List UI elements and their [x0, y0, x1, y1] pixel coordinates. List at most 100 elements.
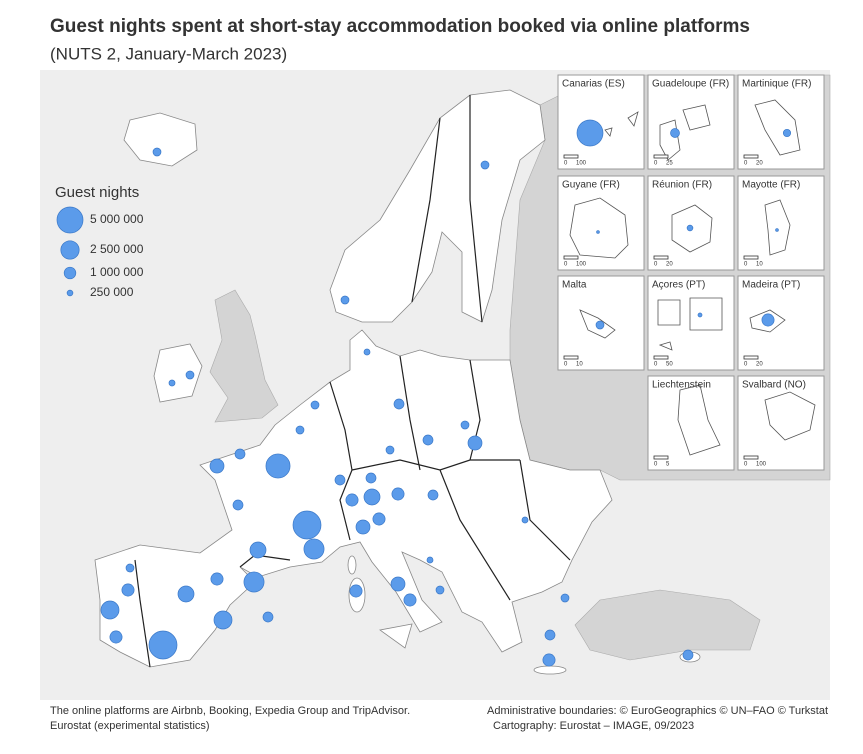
legend-bubble	[66, 289, 74, 297]
scale-label: 25	[666, 161, 673, 167]
uk	[209, 289, 279, 423]
inset-bubble	[670, 128, 680, 138]
inset-label: Guyane (FR)	[562, 180, 620, 191]
legend-bubble	[60, 240, 80, 260]
region-bubble	[177, 585, 195, 603]
subtitle: (NUTS 2, January-March 2023)	[50, 44, 287, 63]
region-bubble	[390, 576, 406, 592]
region-bubble	[125, 563, 135, 573]
sicily	[379, 623, 413, 649]
ireland	[153, 343, 203, 403]
scale-label: 100	[576, 161, 587, 167]
inset-bubble	[761, 313, 775, 327]
scale-bar	[653, 154, 669, 159]
region-bubble	[210, 572, 224, 586]
scale-label: 20	[756, 161, 763, 167]
legend-label: 1 000 000	[90, 265, 144, 279]
region-bubble	[427, 489, 439, 501]
region-bubble	[234, 448, 246, 460]
region-bubble	[121, 583, 135, 597]
inset-bubble	[782, 128, 792, 138]
region-bubble	[355, 519, 371, 535]
inset-shape	[764, 199, 791, 256]
region-bubble	[391, 487, 405, 501]
scale-label: 0	[564, 362, 568, 368]
inset-shape	[569, 197, 629, 259]
legend-label: 2 500 000	[90, 242, 144, 256]
scale-bar	[653, 455, 669, 460]
legend: Guest nights	[55, 184, 139, 201]
scale-label: 0	[564, 161, 568, 167]
inset-label: Martinique (FR)	[742, 79, 811, 90]
inset-bubble	[775, 228, 779, 232]
inset-shape	[604, 111, 639, 137]
scale-bar	[563, 355, 579, 360]
scandinavia	[329, 89, 546, 323]
region-bubble	[249, 541, 267, 559]
scale-bar	[563, 154, 579, 159]
footnote: Administrative boundaries: © EuroGeograp…	[487, 705, 828, 717]
region-bubble	[265, 453, 291, 479]
scale-bar	[743, 255, 759, 260]
region-bubble	[542, 653, 556, 667]
region-bubble	[243, 571, 265, 593]
region-bubble	[435, 585, 445, 595]
region-bubble	[232, 499, 244, 511]
scale-bar	[743, 455, 759, 460]
footnote: Eurostat (experimental statistics)	[50, 720, 210, 732]
inset-shape	[677, 384, 721, 456]
scale-label: 20	[756, 362, 763, 368]
scale-label: 0	[744, 161, 748, 167]
scale-bar	[743, 355, 759, 360]
region-bubble	[168, 379, 176, 387]
footnote: The online platforms are Airbnb, Booking…	[50, 705, 410, 717]
corsica	[347, 555, 357, 575]
region-bubble	[152, 147, 162, 157]
scale-label: 10	[576, 362, 583, 368]
region-bubble	[426, 556, 434, 564]
inset-shape	[764, 391, 816, 441]
region-bubble	[303, 538, 325, 560]
inset-label: Liechtenstein	[652, 380, 711, 391]
inset-shape	[754, 99, 801, 156]
footnote: Cartography: Eurostat – IMAGE, 09/2023	[493, 720, 694, 732]
region-bubble	[109, 630, 123, 644]
crete	[533, 665, 567, 675]
scale-label: 50	[666, 362, 673, 368]
region-bubble	[262, 611, 274, 623]
scale-label: 100	[756, 462, 767, 468]
inset-shape	[657, 297, 723, 351]
scale-label: 0	[654, 161, 658, 167]
region-bubble	[148, 630, 178, 660]
legend-label: 250 000	[90, 285, 134, 299]
region-bubble	[385, 445, 395, 455]
legend-bubble	[56, 206, 84, 234]
inset-bubble	[595, 320, 605, 330]
region-bubble	[100, 600, 120, 620]
inset-label: Canarias (ES)	[562, 79, 625, 90]
inset-label: Mayotte (FR)	[742, 180, 800, 191]
inset-label: Madeira (PT)	[742, 280, 800, 291]
region-bubble	[340, 295, 350, 305]
region-bubble	[295, 425, 305, 435]
turkey	[574, 589, 761, 661]
region-bubble	[363, 348, 371, 356]
inset-bubble	[686, 224, 694, 232]
scale-bar	[563, 255, 579, 260]
region-bubble	[185, 370, 195, 380]
legend-label: 5 000 000	[90, 212, 144, 226]
region-bubble	[334, 474, 346, 486]
inset-label: Svalbard (NO)	[742, 380, 806, 391]
scale-bar	[653, 255, 669, 260]
title: Guest nights spent at short-stay accommo…	[50, 16, 750, 37]
inset-label: Guadeloupe (FR)	[652, 79, 729, 90]
legend-bubble	[63, 266, 77, 280]
region-bubble	[682, 649, 694, 661]
scale-label: 100	[576, 262, 587, 268]
region-bubble	[292, 510, 322, 540]
scale-label: 20	[666, 262, 673, 268]
region-bubble	[544, 629, 556, 641]
region-bubble	[521, 516, 529, 524]
scale-label: 0	[744, 462, 748, 468]
scale-label: 0	[564, 262, 568, 268]
